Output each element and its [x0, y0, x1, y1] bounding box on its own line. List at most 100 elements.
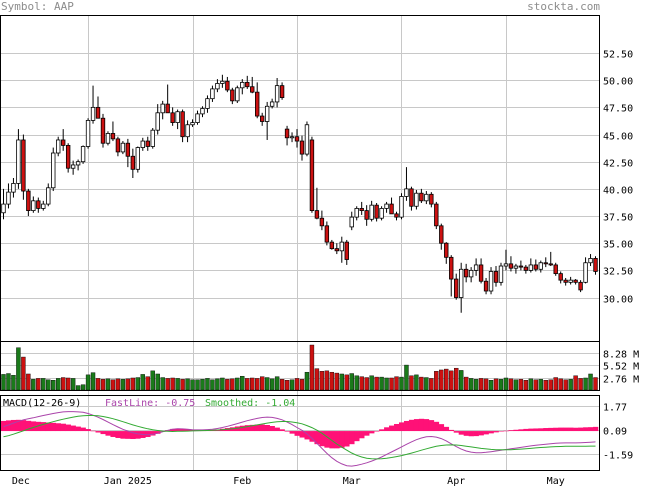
macd-hist-bar: [473, 431, 479, 437]
candle-down: [225, 80, 230, 91]
macd-hist-bar: [319, 431, 325, 447]
macd-hist-bar: [100, 431, 106, 435]
macd-hist-bar: [294, 431, 300, 436]
axis-labels: 52.50 50.00 47.50 45.00 42.50 40.00 37.50 35.00…: [12, 50, 639, 486]
volume-bar-up: [70, 378, 76, 391]
macd-smoothed-line: [3, 415, 596, 460]
volume-bar-up: [160, 377, 165, 391]
macd-hist-bar: [428, 420, 435, 432]
volume-bar-up: [155, 373, 160, 391]
macd-hist-bar: [15, 419, 22, 432]
volume-bar-down: [95, 378, 101, 391]
volume-bar-up: [46, 379, 51, 391]
macd-hist-bar: [463, 431, 469, 436]
volume-bar-up: [210, 379, 215, 391]
candle-up: [175, 111, 180, 123]
macd-hist-bar: [503, 430, 509, 432]
volume-bar-down: [463, 376, 469, 391]
candle-up: [1, 203, 6, 214]
candle-down: [259, 115, 265, 122]
candle-up: [90, 106, 96, 121]
macd-tick-label: 1.77: [603, 403, 627, 414]
price-panel-frame: [0, 15, 600, 342]
macd-hist-bar: [563, 427, 569, 432]
candle-up: [498, 265, 504, 283]
price-tick-label: 32.50: [603, 267, 633, 278]
volume-bar-down: [125, 378, 131, 391]
macd-hist-bar: [130, 431, 136, 439]
volume-bar-down: [284, 380, 290, 391]
candle-up: [31, 200, 36, 212]
volume-bar-up: [120, 379, 126, 391]
candle-down: [374, 204, 379, 219]
macd-histogram: [1, 418, 599, 449]
macd-hist-bar: [418, 418, 425, 432]
macd-hist-bar: [309, 431, 315, 442]
panel-frames: [0, 15, 600, 471]
candle-down: [180, 111, 185, 138]
candle-down: [483, 280, 489, 292]
macd-hist-bar: [170, 428, 176, 432]
volume-bar-up: [90, 372, 96, 391]
macd-hist-bar: [25, 420, 32, 432]
volume-bar-up: [588, 373, 593, 391]
macd-hist-bar: [403, 420, 410, 432]
volume-bar-down: [523, 380, 529, 391]
volume-bar-down: [230, 378, 235, 391]
macd-hist-bar: [70, 425, 76, 432]
candle-down: [344, 241, 349, 260]
candle-up: [41, 203, 46, 209]
candle-up: [46, 187, 51, 205]
macd-hist-bar: [349, 431, 355, 445]
volume-bar-down: [558, 378, 563, 391]
volume-bar-down: [573, 375, 578, 391]
candle-up: [399, 196, 404, 218]
candle-up: [503, 263, 509, 267]
volume-bar-up: [240, 375, 245, 391]
volume-bar-up: [205, 378, 210, 391]
candle-up: [269, 101, 275, 107]
volume-bar-up: [379, 376, 384, 391]
candle-down: [429, 193, 434, 205]
price-tick-label: 40.00: [603, 186, 633, 197]
macd-hist-bar: [259, 424, 265, 432]
candle-up: [468, 269, 474, 278]
volume-bar-down: [259, 376, 265, 391]
price-tick-label: 42.50: [603, 159, 633, 170]
macd-hist-bar: [85, 429, 91, 432]
macd-panel-frame: [0, 395, 600, 471]
volume-bar-down: [130, 377, 136, 391]
candle-down: [26, 190, 31, 211]
candle-up: [274, 85, 280, 103]
macd-hist-bar: [239, 425, 246, 432]
candle-down: [409, 188, 414, 207]
price-tick-label: 52.50: [603, 50, 633, 61]
candle-up: [458, 268, 464, 298]
macd-hist-bar: [379, 429, 385, 432]
macd-hist-bar: [90, 430, 96, 432]
volume-bar-up: [220, 377, 225, 391]
volume-bar-up: [289, 379, 295, 391]
macd-hist-bar: [413, 419, 420, 432]
macd-hist-bar: [40, 422, 47, 432]
volume-bar-down: [294, 378, 300, 391]
volume-bar-down: [245, 378, 250, 391]
macd-hist-bar: [234, 426, 241, 432]
candle-up: [369, 204, 374, 220]
macd-hist-bar: [279, 429, 285, 432]
candle-up: [190, 122, 195, 126]
volume-bar-down: [419, 376, 424, 391]
volume-bar-up: [11, 375, 16, 391]
volume-bar-down: [553, 377, 558, 391]
macd-hist-bar: [10, 419, 17, 432]
macd-hist-bar: [45, 422, 52, 432]
macd-hist-bar: [538, 428, 544, 432]
volume-bar-up: [200, 379, 205, 391]
volume-bar-down: [478, 378, 484, 391]
volume-bar-up: [140, 374, 145, 391]
candle-up: [75, 161, 81, 166]
candle-up: [160, 103, 165, 114]
volume-bar-down: [454, 367, 459, 391]
candle-down: [319, 217, 325, 227]
candle-up: [220, 80, 225, 84]
